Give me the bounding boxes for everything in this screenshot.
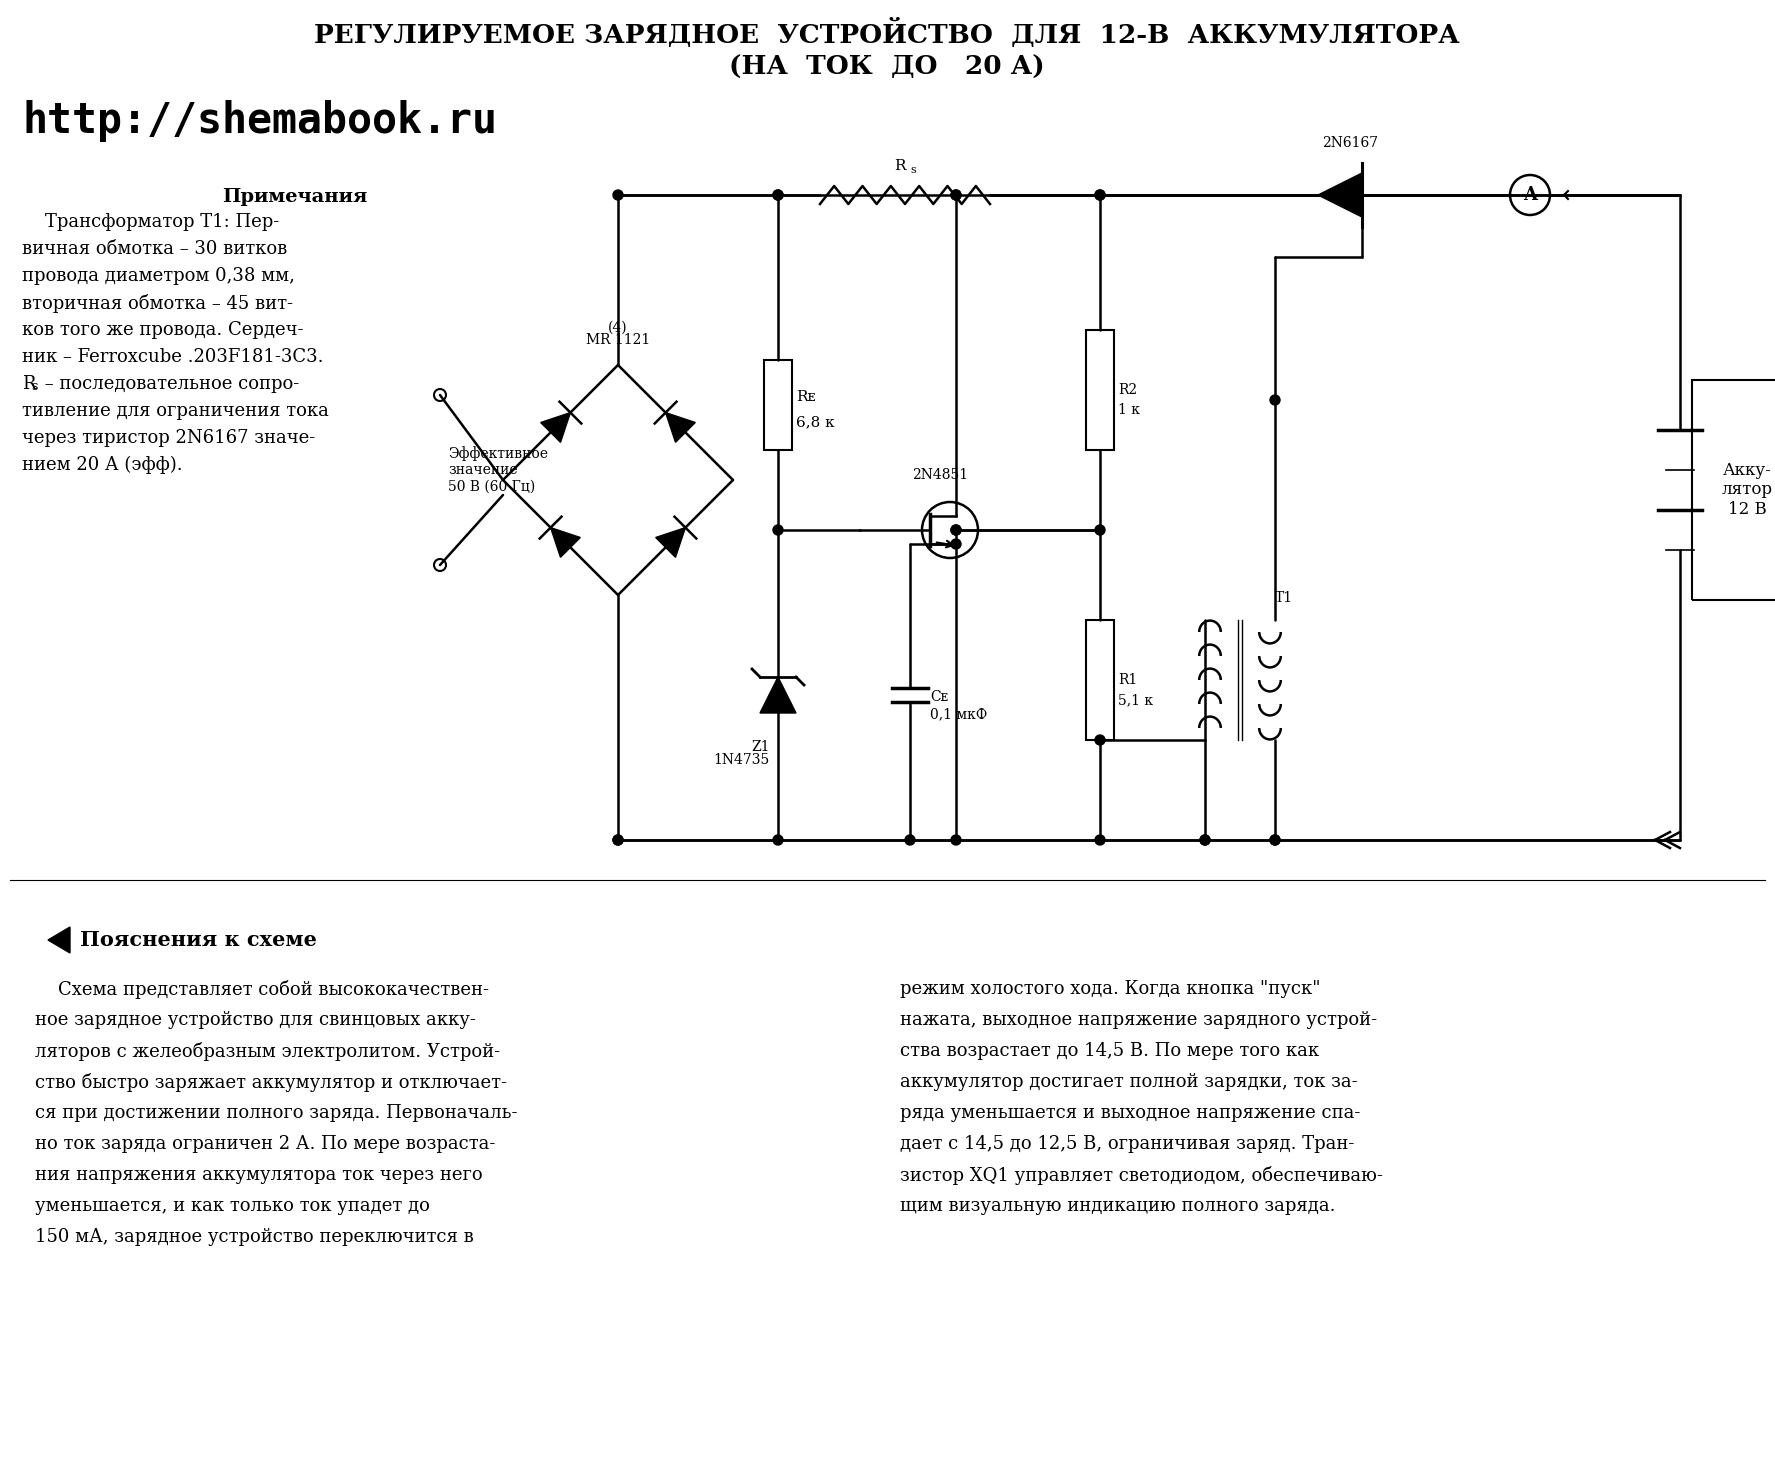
Circle shape: [951, 539, 960, 549]
Circle shape: [1095, 524, 1106, 535]
Text: ство быстро заряжает аккумулятор и отключает-: ство быстро заряжает аккумулятор и отклю…: [36, 1072, 508, 1092]
Circle shape: [1095, 191, 1106, 199]
Text: http://shemabook.ru: http://shemabook.ru: [21, 100, 497, 142]
Text: провода диаметром 0,38 мм,: провода диаметром 0,38 мм,: [21, 267, 295, 285]
Circle shape: [951, 524, 960, 535]
Circle shape: [612, 835, 623, 845]
Text: ков того же провода. Сердеч-: ков того же провода. Сердеч-: [21, 321, 304, 340]
Text: Cᴇ: Cᴇ: [930, 690, 948, 705]
Circle shape: [772, 524, 783, 535]
Polygon shape: [48, 928, 69, 953]
Text: РЕГУЛИРУЕМОЕ ЗАРЯДНОЕ  УСТРОЙСТВО  ДЛЯ  12-В  АККУМУЛЯТОРА: РЕГУЛИРУЕМОЕ ЗАРЯДНОЕ УСТРОЙСТВО ДЛЯ 12-…: [314, 18, 1459, 47]
Circle shape: [1269, 835, 1280, 845]
Circle shape: [951, 191, 960, 199]
Text: 6,8 к: 6,8 к: [795, 415, 834, 428]
Circle shape: [1095, 835, 1106, 845]
Text: вичная обмотка – 30 витков: вичная обмотка – 30 витков: [21, 239, 288, 258]
Text: Z1: Z1: [751, 740, 770, 753]
Circle shape: [951, 835, 960, 845]
Circle shape: [1095, 736, 1106, 744]
Text: Примечания: Примечания: [222, 188, 367, 205]
Polygon shape: [550, 527, 580, 557]
Circle shape: [772, 191, 783, 199]
Text: (НА  ТОК  ДО   20 А): (НА ТОК ДО 20 А): [730, 55, 1045, 80]
Polygon shape: [760, 676, 795, 713]
Text: R: R: [21, 375, 36, 393]
Text: A: A: [1523, 186, 1537, 204]
Text: 1N4735: 1N4735: [714, 753, 770, 767]
Text: вторичная обмотка – 45 вит-: вторичная обмотка – 45 вит-: [21, 294, 293, 313]
Text: Схема представляет собой высококачествен-: Схема представляет собой высококачествен…: [36, 981, 488, 998]
Text: R: R: [895, 160, 905, 173]
Circle shape: [905, 835, 914, 845]
Text: нажата, выходное напряжение зарядного устрой-: нажата, выходное напряжение зарядного ус…: [900, 1010, 1377, 1029]
Text: 2N4851: 2N4851: [912, 468, 967, 482]
Polygon shape: [666, 412, 696, 442]
Circle shape: [951, 524, 960, 535]
Text: аккумулятор достигает полной зарядки, ток за-: аккумулятор достигает полной зарядки, то…: [900, 1072, 1358, 1092]
Circle shape: [1200, 835, 1211, 845]
Text: но ток заряда ограничен 2 А. По мере возраста-: но ток заряда ограничен 2 А. По мере воз…: [36, 1134, 495, 1154]
Polygon shape: [1319, 173, 1361, 217]
Circle shape: [1200, 835, 1211, 845]
Text: ное зарядное устройство для свинцовых акку-: ное зарядное устройство для свинцовых ак…: [36, 1010, 476, 1029]
Text: ряда уменьшается и выходное напряжение спа-: ряда уменьшается и выходное напряжение с…: [900, 1103, 1360, 1123]
Text: T1: T1: [1274, 591, 1294, 606]
Text: 0,1 мкФ: 0,1 мкФ: [930, 707, 987, 721]
Text: ся при достижении полного заряда. Первоначаль-: ся при достижении полного заряда. Первон…: [36, 1103, 518, 1123]
Circle shape: [951, 191, 960, 199]
Circle shape: [612, 835, 623, 845]
Bar: [1692, 380, 1775, 600]
Text: Эффективное
значение
50 В (60 Гц): Эффективное значение 50 В (60 Гц): [447, 446, 548, 493]
Polygon shape: [541, 412, 570, 442]
Text: s: s: [30, 380, 37, 393]
Text: ния напряжения аккумулятора ток через него: ния напряжения аккумулятора ток через не…: [36, 1165, 483, 1185]
Text: 150 мА, зарядное устройство переключится в: 150 мА, зарядное устройство переключится…: [36, 1227, 474, 1247]
Text: через тиристор 2N6167 значе-: через тиристор 2N6167 значе-: [21, 428, 316, 448]
Text: режим холостого хода. Когда кнопка "пуск": режим холостого хода. Когда кнопка "пуск…: [900, 981, 1321, 998]
Circle shape: [1269, 835, 1280, 845]
Bar: [1086, 329, 1115, 450]
Text: щим визуальную индикацию полного заряда.: щим визуальную индикацию полного заряда.: [900, 1196, 1335, 1216]
Text: зистор ΧQ1 управляет светодиодом, обеспечиваю-: зистор ΧQ1 управляет светодиодом, обеспе…: [900, 1165, 1383, 1185]
Bar: [763, 360, 792, 450]
Text: MR 1121: MR 1121: [586, 332, 650, 347]
Circle shape: [772, 191, 783, 199]
Text: ства возрастает до 14,5 В. По мере того как: ства возрастает до 14,5 В. По мере того …: [900, 1041, 1319, 1060]
Text: 1 к: 1 к: [1118, 403, 1140, 417]
Circle shape: [772, 835, 783, 845]
Text: 5,1 к: 5,1 к: [1118, 693, 1154, 707]
Text: s: s: [911, 165, 916, 174]
Text: Rᴇ: Rᴇ: [795, 390, 817, 405]
Bar: [1086, 620, 1115, 740]
Circle shape: [1269, 394, 1280, 405]
Text: Акку-
лятор
12 В: Акку- лятор 12 В: [1722, 462, 1773, 518]
Circle shape: [612, 191, 623, 199]
Text: – последовательное сопро-: – последовательное сопро-: [39, 375, 300, 393]
Text: 2N6167: 2N6167: [1322, 136, 1377, 151]
Text: Трансформатор Т1: Пер-: Трансформатор Т1: Пер-: [21, 213, 279, 230]
Text: уменьшается, и как только ток упадет до: уменьшается, и как только ток упадет до: [36, 1196, 430, 1216]
Text: R2: R2: [1118, 383, 1138, 397]
Text: ник – Ferroxcube .203F181-3С3.: ник – Ferroxcube .203F181-3С3.: [21, 349, 323, 366]
Text: Пояснения к схеме: Пояснения к схеме: [80, 931, 318, 950]
Text: (4): (4): [609, 321, 628, 335]
Text: R1: R1: [1118, 674, 1138, 687]
Text: тивление для ограничения тока: тивление для ограничения тока: [21, 402, 328, 419]
Text: дает с 14,5 до 12,5 В, ограничивая заряд. Тран-: дает с 14,5 до 12,5 В, ограничивая заряд…: [900, 1134, 1354, 1154]
Text: ляторов с желеобразным электролитом. Устрой-: ляторов с желеобразным электролитом. Уст…: [36, 1041, 501, 1060]
Polygon shape: [655, 527, 685, 557]
Text: нием 20 А (эфф).: нием 20 А (эфф).: [21, 456, 183, 474]
Circle shape: [1095, 191, 1106, 199]
